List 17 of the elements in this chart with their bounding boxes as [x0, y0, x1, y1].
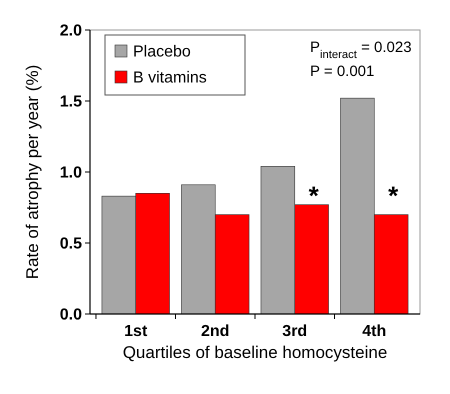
annotation: * — [388, 180, 400, 210]
annotation: P$_{interact}$ = 0.023 — [310, 39, 412, 61]
x-tick-label: 3rd — [282, 323, 308, 340]
x-tick-label: 2nd — [201, 323, 230, 340]
y-axis-title: Rate of atrophy per year (%) — [23, 64, 42, 280]
y-tick-label: 1.5 — [60, 94, 82, 111]
y-tick-label: 2.0 — [60, 22, 82, 40]
annotation: P = 0.001 — [310, 63, 374, 80]
legend-label: B vitamins — [133, 70, 207, 87]
legend-label: Placebo — [133, 44, 191, 61]
y-tick-label: 0.0 — [60, 306, 82, 324]
y-tick-label: 1.0 — [60, 164, 82, 182]
x-axis-title: Quartiles of baseline homocysteine — [122, 343, 388, 362]
annotation: * — [308, 180, 320, 210]
x-tick-label: 4th — [362, 323, 386, 340]
y-tick-label: 0.5 — [60, 236, 82, 253]
x-tick-label: 1st — [124, 323, 148, 340]
